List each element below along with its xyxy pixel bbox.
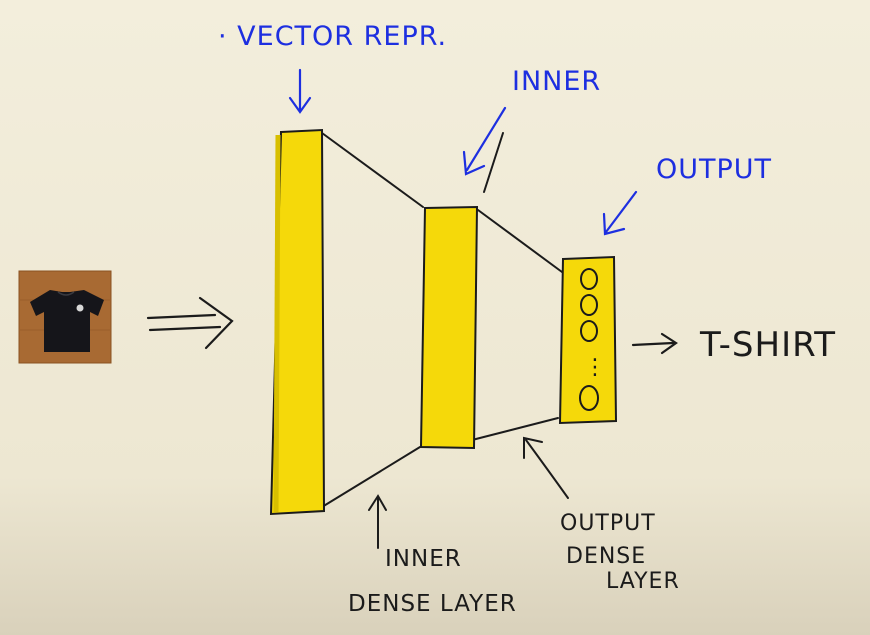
inner-dense-arrow-icon: [368, 494, 387, 549]
output-dense-label-line3: LAYER: [606, 569, 680, 594]
tshirt-photo: [18, 270, 112, 364]
output-node: [580, 294, 598, 316]
vector-repr-layer: [269, 128, 326, 516]
output-label: OUTPUT: [656, 154, 772, 185]
annotation-arrows-blue: [288, 68, 638, 236]
inner-label: INNER: [512, 66, 601, 97]
inner-dense-label-line2: DENSE LAYER: [348, 591, 517, 617]
vector-repr-arrow-icon: [288, 68, 312, 114]
annotation-arrows-black: [368, 132, 569, 549]
output-nodes-ellipsis: ⋮: [584, 355, 607, 380]
output-node: [580, 320, 598, 342]
output-class-label: T-SHIRT: [699, 325, 836, 365]
output-dense-label-line1: OUTPUT: [560, 511, 656, 536]
output-node: [579, 385, 599, 411]
layer-connections: [321, 132, 563, 508]
inner-dense-layer: [419, 205, 479, 450]
output-node: [580, 268, 598, 290]
output-dense-label-line2: DENSE: [566, 544, 646, 569]
output-arrow-icon: [602, 190, 638, 236]
class-arrow: [631, 332, 678, 355]
output-dense-arrow-icon: [523, 436, 569, 499]
inner-arrow-icon: [462, 106, 507, 176]
vector-repr-label: · VECTOR REPR.: [218, 21, 447, 52]
output-dense-layer: ⋮: [558, 255, 618, 425]
input-arrow: [146, 296, 234, 350]
inner-dense-label-line1: INNER: [385, 546, 462, 572]
